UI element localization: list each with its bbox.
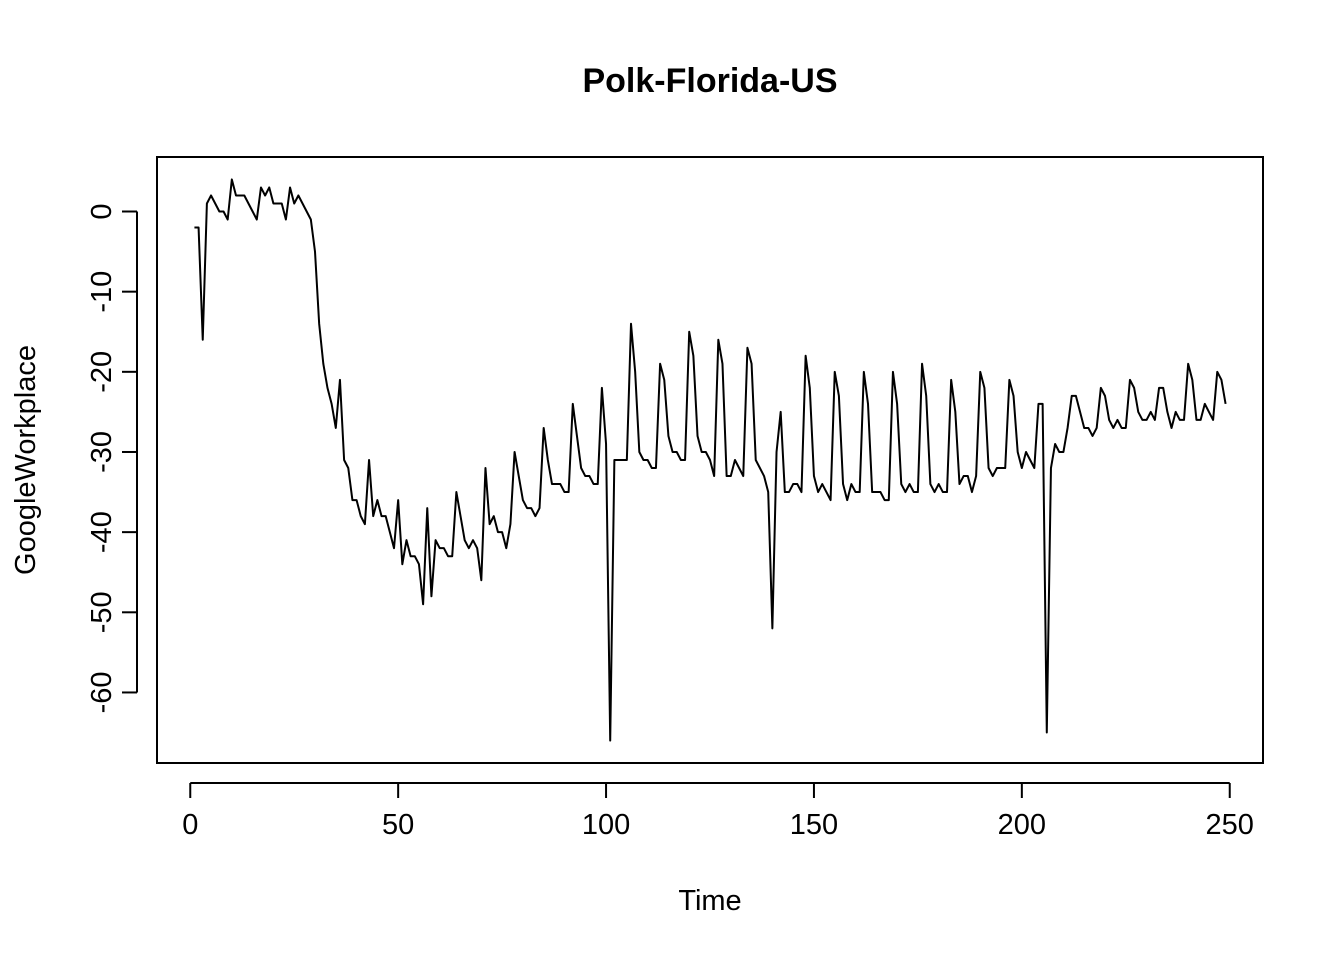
y-tick-label: -50 — [86, 591, 118, 633]
y-axis-label: GoogleWorkplace — [10, 345, 42, 575]
x-tick-label: 150 — [790, 809, 838, 841]
x-tick-label: 200 — [998, 809, 1046, 841]
y-tick-label: -20 — [86, 351, 118, 393]
x-axis: 0 50 100 150 200 250 — [182, 782, 1254, 841]
x-tick-label: 0 — [182, 809, 198, 841]
x-tick-label: 50 — [382, 809, 414, 841]
x-tick-label: 100 — [582, 809, 630, 841]
y-tick-label: -30 — [86, 431, 118, 473]
y-tick-label: -60 — [86, 671, 118, 713]
series-line — [194, 178, 1227, 742]
x-tick-label: 250 — [1206, 809, 1254, 841]
y-axis: 0 -10 -20 -30 -40 -50 -60 — [86, 203, 138, 713]
y-tick-label: 0 — [86, 203, 118, 219]
y-tick-label: -40 — [86, 511, 118, 553]
x-axis-label: Time — [678, 885, 741, 917]
plot-frame — [156, 156, 1264, 764]
chart-title: Polk-Florida-US — [582, 62, 837, 100]
y-tick-label: -10 — [86, 271, 118, 313]
